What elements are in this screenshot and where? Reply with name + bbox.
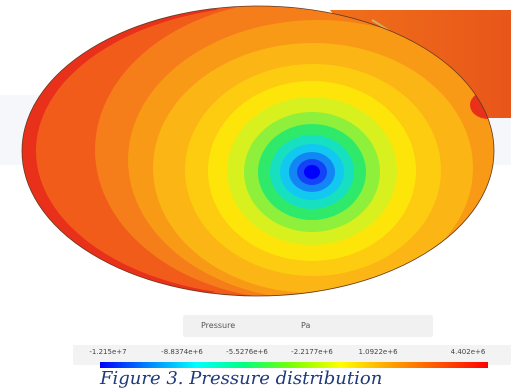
legend-scale-background: [73, 345, 511, 365]
legend-unit: Pa: [301, 321, 311, 330]
legend-tick: -8.8374e+6: [161, 348, 203, 356]
legend-header: Pressure Pa: [183, 315, 433, 337]
legend-tick: 1.0922e+6: [358, 348, 398, 356]
legend-tick: -2.2177e+6: [291, 348, 333, 356]
contour-core: [304, 165, 320, 179]
pressure-contour-plot: [0, 5, 511, 297]
legend-tick: -1.215e+7: [89, 348, 127, 356]
disc-outline: [21, 5, 495, 297]
legend-tick: -5.5276e+6: [226, 348, 268, 356]
figure-caption: Figure 3. Pressure distribution: [100, 368, 383, 389]
legend-tick: 4.402e+6: [450, 348, 486, 356]
legend-quantity: Pressure: [201, 321, 236, 330]
legend-color-bar: [100, 362, 488, 368]
contour-disc: [22, 6, 494, 296]
